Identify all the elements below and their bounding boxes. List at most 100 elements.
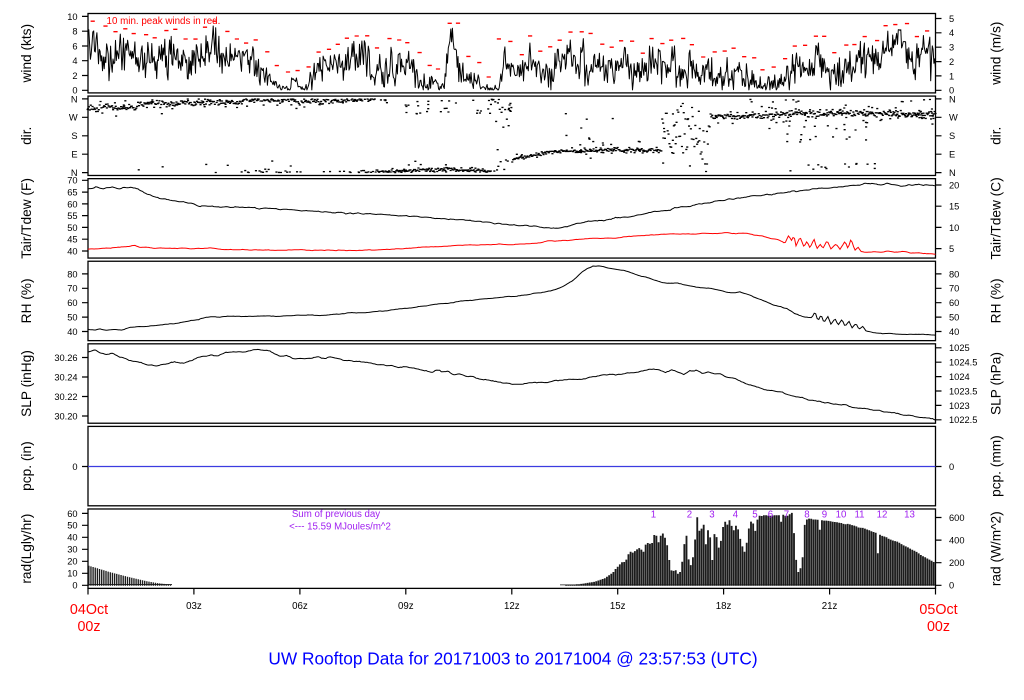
svg-text:4: 4: [949, 28, 954, 38]
svg-text:00z: 00z: [927, 619, 950, 635]
svg-text:1025: 1025: [949, 343, 970, 353]
svg-text:15: 15: [949, 202, 959, 212]
svg-text:1023.5: 1023.5: [949, 386, 977, 396]
svg-text:E: E: [71, 150, 77, 160]
svg-text:13: 13: [904, 510, 915, 521]
svg-text:70: 70: [67, 284, 77, 294]
svg-text:200: 200: [949, 558, 965, 568]
svg-text:dir.: dir.: [989, 127, 1004, 145]
svg-text:RH (%): RH (%): [19, 278, 34, 323]
svg-text:wind (m/s): wind (m/s): [989, 22, 1004, 86]
svg-text:10 min. peak winds in red.: 10 min. peak winds in red.: [107, 16, 221, 27]
svg-text:80: 80: [67, 269, 77, 279]
svg-text:50: 50: [67, 521, 77, 531]
svg-text:2: 2: [687, 510, 692, 521]
svg-text:55: 55: [67, 211, 77, 221]
svg-text:N: N: [71, 168, 78, 178]
svg-text:1024: 1024: [949, 372, 970, 382]
svg-text:N: N: [71, 94, 78, 104]
svg-text:7: 7: [784, 510, 789, 521]
svg-text:30.26: 30.26: [54, 353, 77, 363]
svg-text:0: 0: [72, 462, 77, 472]
svg-text:12z: 12z: [504, 601, 520, 612]
svg-text:09z: 09z: [398, 601, 414, 612]
svg-text:10: 10: [67, 12, 77, 22]
svg-text:dir.: dir.: [19, 127, 34, 145]
svg-text:1023: 1023: [949, 401, 970, 411]
svg-text:10: 10: [949, 223, 959, 233]
svg-text:0: 0: [72, 581, 77, 591]
svg-text:SLP (inHg): SLP (inHg): [19, 350, 34, 417]
svg-text:70: 70: [67, 176, 77, 186]
svg-text:9: 9: [822, 510, 827, 521]
svg-text:60: 60: [67, 509, 77, 519]
svg-text:600: 600: [949, 513, 965, 523]
svg-text:45: 45: [67, 235, 77, 245]
svg-text:wind (kts): wind (kts): [19, 24, 34, 84]
svg-text:60: 60: [67, 199, 77, 209]
svg-text:03z: 03z: [186, 601, 202, 612]
svg-text:10: 10: [67, 569, 77, 579]
svg-text:30.24: 30.24: [54, 372, 77, 382]
svg-text:Tair/Tdew (F): Tair/Tdew (F): [19, 178, 34, 259]
svg-text:W: W: [69, 113, 78, 123]
svg-text:00z: 00z: [77, 619, 100, 635]
svg-text:4: 4: [733, 510, 739, 521]
svg-text:18z: 18z: [716, 601, 732, 612]
svg-text:0: 0: [72, 86, 77, 96]
svg-text:400: 400: [949, 536, 965, 546]
svg-text:8: 8: [804, 510, 809, 521]
svg-text:80: 80: [949, 269, 959, 279]
svg-text:S: S: [71, 131, 77, 141]
svg-text:0: 0: [949, 86, 954, 96]
svg-text:S: S: [949, 131, 955, 141]
svg-text:50: 50: [949, 313, 959, 323]
svg-text:3: 3: [709, 510, 714, 521]
svg-text:0: 0: [949, 581, 954, 591]
svg-text:30.22: 30.22: [54, 392, 77, 402]
svg-text:8: 8: [72, 27, 77, 37]
svg-text:40: 40: [67, 533, 77, 543]
svg-text:50: 50: [67, 223, 77, 233]
svg-text:40: 40: [67, 246, 77, 256]
svg-text:rad(Lgly/hr): rad(Lgly/hr): [19, 514, 34, 584]
svg-text:70: 70: [949, 284, 959, 294]
svg-text:21z: 21z: [822, 601, 838, 612]
svg-text:60: 60: [949, 298, 959, 308]
svg-text:10: 10: [836, 510, 847, 521]
svg-text:30.20: 30.20: [54, 411, 77, 421]
svg-text:6: 6: [72, 41, 77, 51]
svg-text:Tair/Tdew (C): Tair/Tdew (C): [989, 177, 1004, 259]
svg-text:20: 20: [949, 180, 959, 190]
svg-text:2: 2: [72, 71, 77, 81]
svg-text:W: W: [949, 113, 958, 123]
svg-text:N: N: [949, 94, 956, 104]
svg-text:60: 60: [67, 298, 77, 308]
svg-text:5: 5: [752, 510, 757, 521]
svg-text:40: 40: [949, 327, 959, 337]
svg-text:04Oct: 04Oct: [70, 602, 108, 618]
svg-text:05Oct: 05Oct: [919, 602, 957, 618]
svg-text:1: 1: [651, 510, 656, 521]
svg-text:4: 4: [72, 56, 77, 66]
svg-text:RH (%): RH (%): [989, 278, 1004, 323]
svg-text:12: 12: [877, 510, 888, 521]
svg-text:40: 40: [67, 327, 77, 337]
svg-text:UW Rooftop Data for 20171003: UW Rooftop Data for 20171003 to 20171004…: [268, 649, 757, 669]
svg-text:1024.5: 1024.5: [949, 358, 977, 368]
svg-text:1022.5: 1022.5: [949, 415, 977, 425]
svg-text:0: 0: [949, 462, 954, 472]
svg-text:2: 2: [949, 57, 954, 67]
svg-text:5: 5: [949, 14, 954, 24]
svg-text:rad (W/m^2): rad (W/m^2): [989, 511, 1004, 586]
svg-text:5: 5: [949, 244, 954, 254]
svg-text:1: 1: [949, 71, 954, 81]
svg-text:SLP (hPa): SLP (hPa): [989, 352, 1004, 415]
svg-text:06z: 06z: [292, 601, 308, 612]
svg-text:E: E: [949, 150, 955, 160]
svg-text:50: 50: [67, 313, 77, 323]
svg-text:<--- 15.59 MJoules/m^2: <--- 15.59 MJoules/m^2: [289, 522, 391, 533]
svg-text:11: 11: [854, 510, 864, 521]
svg-text:Sum of previous day: Sum of previous day: [292, 509, 380, 520]
svg-text:pcp. (in): pcp. (in): [19, 441, 34, 490]
